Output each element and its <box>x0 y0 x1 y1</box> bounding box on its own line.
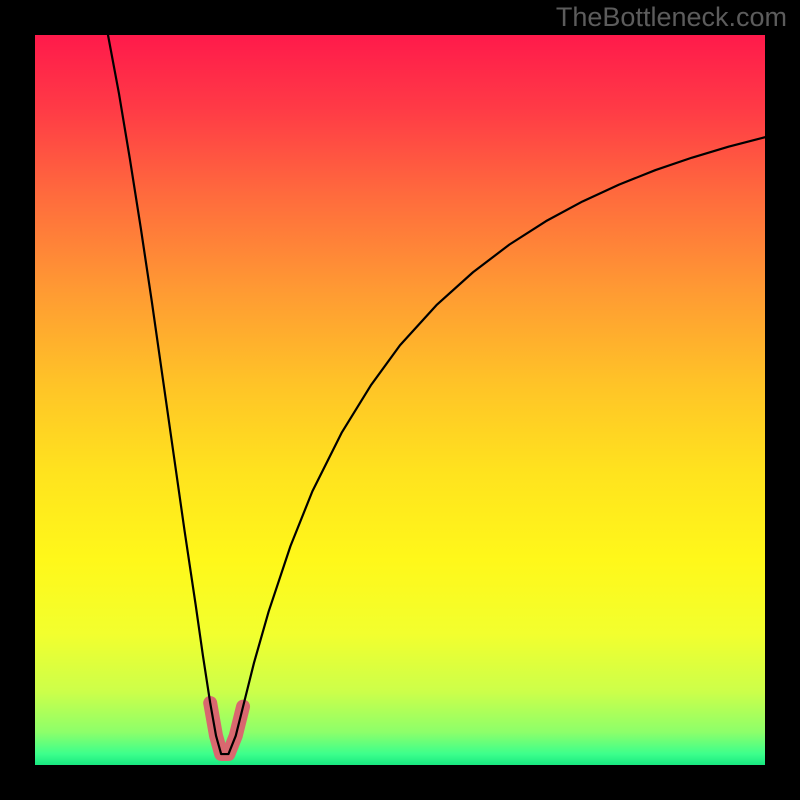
plot-svg <box>35 35 765 765</box>
chart-root: TheBottleneck.com <box>0 0 800 800</box>
watermark-text: TheBottleneck.com <box>556 2 787 33</box>
plot-background <box>35 35 765 765</box>
plot-area <box>35 35 765 765</box>
